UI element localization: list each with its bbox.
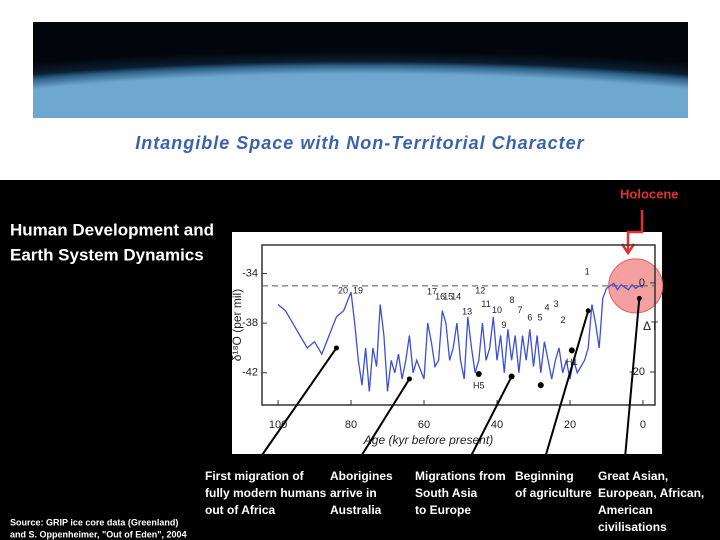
y-axis-label: δ¹⁸O (per mil) — [230, 289, 244, 361]
event-number: 13 — [462, 306, 472, 316]
event-arrow-head — [406, 376, 412, 382]
marker-label: H1 — [566, 357, 578, 367]
x-tick-label: 20 — [564, 419, 576, 431]
event-label: Beginning — [515, 469, 574, 483]
event-arrow — [624, 298, 641, 459]
event-label: civilisations — [598, 520, 667, 534]
event-label: Aborigines — [330, 469, 393, 483]
event-arrow — [469, 376, 513, 459]
holocene-label: Holocene — [620, 186, 679, 201]
event-arrow — [359, 378, 411, 459]
source: Source: GRIP ice core data (Greenland) — [10, 517, 178, 527]
slide-title: Intangible Space with Non-Territorial Ch… — [135, 133, 584, 153]
event-label: to Europe — [415, 503, 471, 517]
x-tick-label: 60 — [418, 419, 430, 431]
data-line — [277, 282, 644, 392]
event-number: 6 — [527, 313, 532, 323]
event-number: 2 — [561, 315, 566, 325]
panel-title: Earth System Dynamics — [10, 245, 204, 264]
event-arrow-head — [509, 373, 515, 379]
event-label: fully modern humans — [205, 486, 327, 500]
event-number: 15 — [443, 291, 453, 301]
event-number: 16 — [435, 291, 445, 301]
event-label: Australia — [330, 503, 382, 517]
event-label: European, African, — [598, 486, 704, 500]
holocene-arrow — [620, 210, 644, 256]
event-label: American — [598, 503, 653, 517]
banner-image — [33, 22, 688, 118]
event-number: 12 — [475, 285, 485, 295]
event-number: 5 — [538, 313, 543, 323]
x-tick-label: 40 — [491, 419, 503, 431]
event-arrow-head — [333, 345, 339, 351]
marker-dot — [568, 347, 575, 354]
y2-axis-label: ΔT — [643, 319, 659, 333]
event-number: 7 — [517, 305, 522, 315]
event-number: 4 — [544, 303, 549, 313]
event-label: out of Africa — [205, 503, 276, 517]
event-label: arrive in — [330, 486, 377, 500]
event-number: 10 — [492, 305, 502, 315]
x-tick-label: 0 — [640, 419, 646, 431]
event-number: 3 — [554, 299, 559, 309]
panel-title: Human Development and — [10, 220, 214, 239]
event-number: 8 — [509, 295, 514, 305]
event-arrow — [259, 347, 338, 459]
event-label: of agriculture — [515, 486, 592, 500]
marker-label: H5 — [473, 380, 485, 390]
event-number: 1 — [585, 267, 590, 277]
event-label: Great Asian, — [598, 469, 668, 483]
event-arrow-head — [585, 308, 591, 314]
event-number: 19 — [353, 285, 363, 295]
event-number: 11 — [481, 299, 490, 309]
event-arrow-head — [636, 295, 642, 301]
plot-frame — [261, 244, 656, 406]
event-label: Migrations from — [415, 469, 506, 483]
y-tick-label: -38 — [242, 317, 258, 329]
y-tick-label: -34 — [242, 267, 258, 279]
event-arrow — [544, 310, 590, 459]
event-number: 17 — [427, 287, 437, 297]
y2-tick-label: 0 — [639, 277, 645, 289]
event-label: First migration of — [205, 469, 305, 483]
event-number: 9 — [501, 320, 506, 330]
event-number: 14 — [451, 291, 461, 301]
marker-dot — [475, 370, 482, 377]
event-label: South Asia — [415, 486, 478, 500]
chart-background — [232, 232, 662, 454]
source: and S. Oppenheimer, "Out of Eden", 2004 — [10, 529, 187, 539]
y-tick-label: -42 — [242, 367, 258, 379]
marker-dot — [537, 382, 544, 389]
event-number: 20 — [338, 285, 348, 295]
x-axis-label: Age (kyr before present) — [363, 433, 493, 447]
x-tick-label: 80 — [345, 419, 357, 431]
x-tick-label: 100 — [269, 419, 287, 431]
